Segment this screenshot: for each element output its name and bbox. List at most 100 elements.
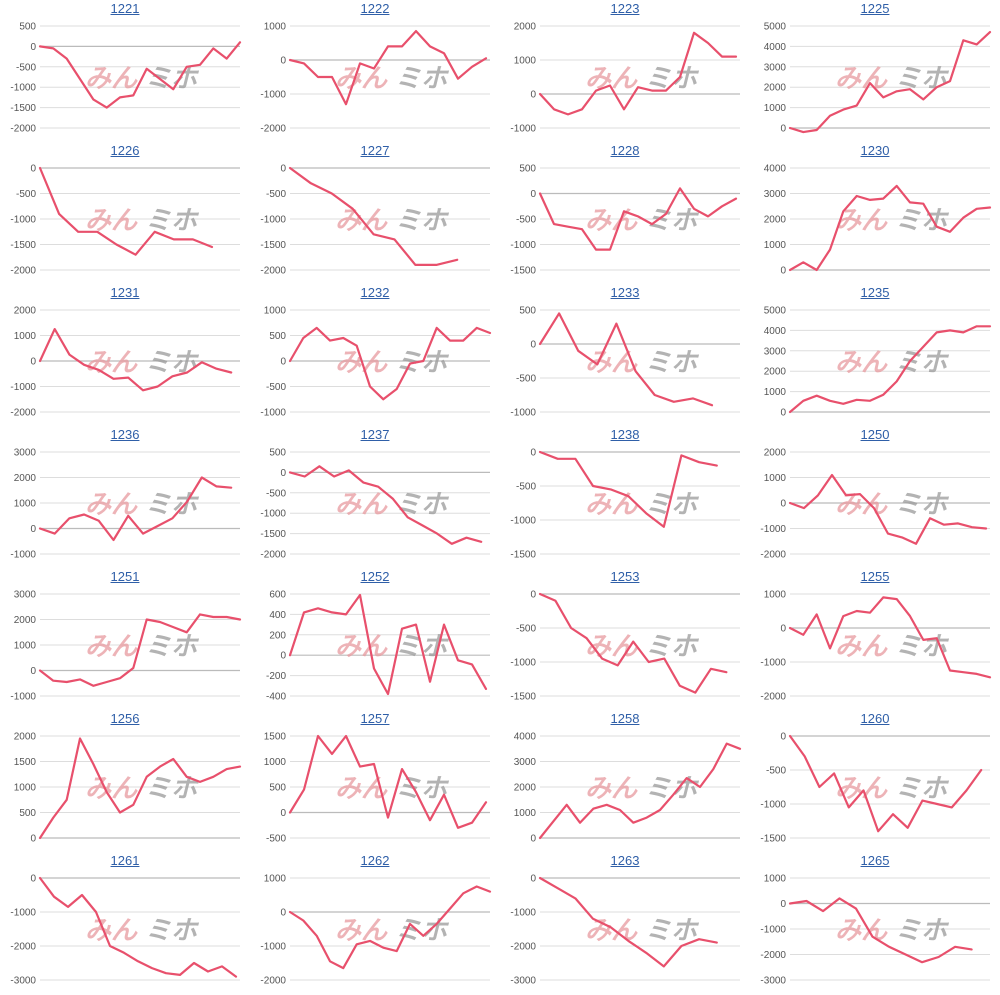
watermark-left: みん [835,348,888,378]
y-tick-label: -2000 [760,950,786,961]
watermark-right: ミホ [645,632,700,662]
watermark-left: みん [585,348,638,378]
series-line [538,187,738,251]
chart-title-link[interactable]: 1252 [360,569,390,584]
chart-title-link[interactable]: 1258 [610,711,640,726]
y-tick-label: -500 [266,189,286,200]
watermark-left: みん [335,774,388,804]
chart-title-link[interactable]: 1255 [860,569,890,584]
y-tick-label: -2000 [260,266,286,277]
chart-title-link[interactable]: 1230 [860,143,890,158]
y-tick-label: 2000 [764,367,787,378]
watermark-right: ミホ [645,916,700,946]
y-tick-label: 1000 [14,499,37,510]
watermark-right: ミホ [645,774,700,804]
watermark-left: みん [85,490,138,520]
y-tick-label: -1500 [10,103,36,114]
y-tick-label: 2000 [14,473,37,484]
chart-title-link[interactable]: 1232 [360,285,390,300]
y-tick-label: -1000 [260,215,286,226]
chart-title-link[interactable]: 1265 [860,853,890,868]
watermark-right: ミホ [895,490,950,520]
y-tick-label: 1000 [14,331,37,342]
y-tick-label: 2000 [14,306,37,317]
chart-title-link[interactable]: 1263 [610,853,640,868]
chart-panel: 1252 -400 -200 0 200 400 600 みん ミホ [250,568,500,710]
chart-panel: 1221 -2000 -1500 -1000 -500 0 500 みん ミホ [0,0,250,142]
series-line [38,876,238,978]
chart-title-link[interactable]: 1223 [610,1,640,16]
series-line [288,734,488,829]
y-tick-label: -1000 [260,942,286,953]
chart-panel: 1231 -2000 -1000 0 1000 2000 みん ミホ [0,284,250,426]
chart-title-link[interactable]: 1237 [360,427,390,442]
y-tick-label: -2000 [760,550,786,561]
chart-panel: 1253 -1500 -1000 -500 0 みん ミホ [500,568,750,710]
y-tick-label: 0 [280,56,286,67]
chart-title-link[interactable]: 1228 [610,143,640,158]
chart-title-link[interactable]: 1225 [860,1,890,16]
series-line [38,327,233,392]
chart-panel: 1255 -2000 -1000 0 1000 みん ミホ [750,568,1000,710]
watermark-left: みん [585,206,638,236]
watermark-right: ミホ [645,348,700,378]
watermark-left: みん [85,916,138,946]
watermark-right: ミホ [145,916,200,946]
y-tick-label: 1000 [264,306,287,317]
chart-title-link[interactable]: 1222 [360,1,390,16]
chart-panel: 1235 0 1000 2000 3000 4000 5000 みん ミホ [750,284,1000,426]
y-tick-label: 0 [780,624,786,635]
chart-title-link[interactable]: 1253 [610,569,640,584]
chart-title-link[interactable]: 1226 [110,143,140,158]
series-line [538,742,742,840]
chart-title-link[interactable]: 1256 [110,711,140,726]
line-chart: -1000 0 1000 2000 3000 みん ミホ [10,590,242,703]
y-tick-label: -2000 [260,976,286,987]
y-tick-label: 600 [269,590,286,601]
chart-title-link[interactable]: 1260 [860,711,890,726]
y-tick-label: -1000 [510,516,536,527]
chart-title-link[interactable]: 1227 [360,143,390,158]
y-tick-label: 0 [780,899,786,910]
chart-title-link[interactable]: 1251 [110,569,140,584]
watermark-right: ミホ [895,64,950,94]
y-tick-label: 200 [269,630,286,641]
y-tick-label: 0 [30,874,36,885]
y-tick-label: 0 [780,732,786,743]
series-line [788,30,992,134]
chart-title-link[interactable]: 1238 [610,427,640,442]
chart-title-link[interactable]: 1236 [110,427,140,442]
y-tick-label: -500 [516,215,536,226]
chart-title-link[interactable]: 1262 [360,853,390,868]
y-tick-label: 1000 [514,808,537,819]
series-line [538,876,718,968]
watermark-right: ミホ [895,348,950,378]
line-chart: -2000 -1500 -1000 -500 0 500 みん ミホ [260,448,490,561]
y-tick-label: 0 [530,448,536,459]
chart-title-link[interactable]: 1250 [860,427,890,442]
y-tick-label: -1000 [260,509,286,520]
y-tick-label: -1500 [510,692,536,703]
chart-title-link[interactable]: 1261 [110,853,140,868]
watermark-left: みん [835,774,888,804]
series-line [538,450,718,528]
y-tick-label: -500 [516,482,536,493]
chart-title-link[interactable]: 1235 [860,285,890,300]
chart-panel: 1222 -2000 -1000 0 1000 みん ミホ [250,0,500,142]
chart-title-link[interactable]: 1221 [110,1,140,16]
y-tick-label: 0 [780,408,786,419]
chart-title-link[interactable]: 1231 [110,285,140,300]
series-line [288,166,459,267]
y-tick-label: -2000 [10,408,36,419]
series-line [38,166,214,256]
series-line [38,737,242,840]
y-tick-label: -1500 [760,834,786,845]
chart-title-link[interactable]: 1233 [610,285,640,300]
y-tick-label: -1000 [760,925,786,936]
chart-title-link[interactable]: 1257 [360,711,390,726]
